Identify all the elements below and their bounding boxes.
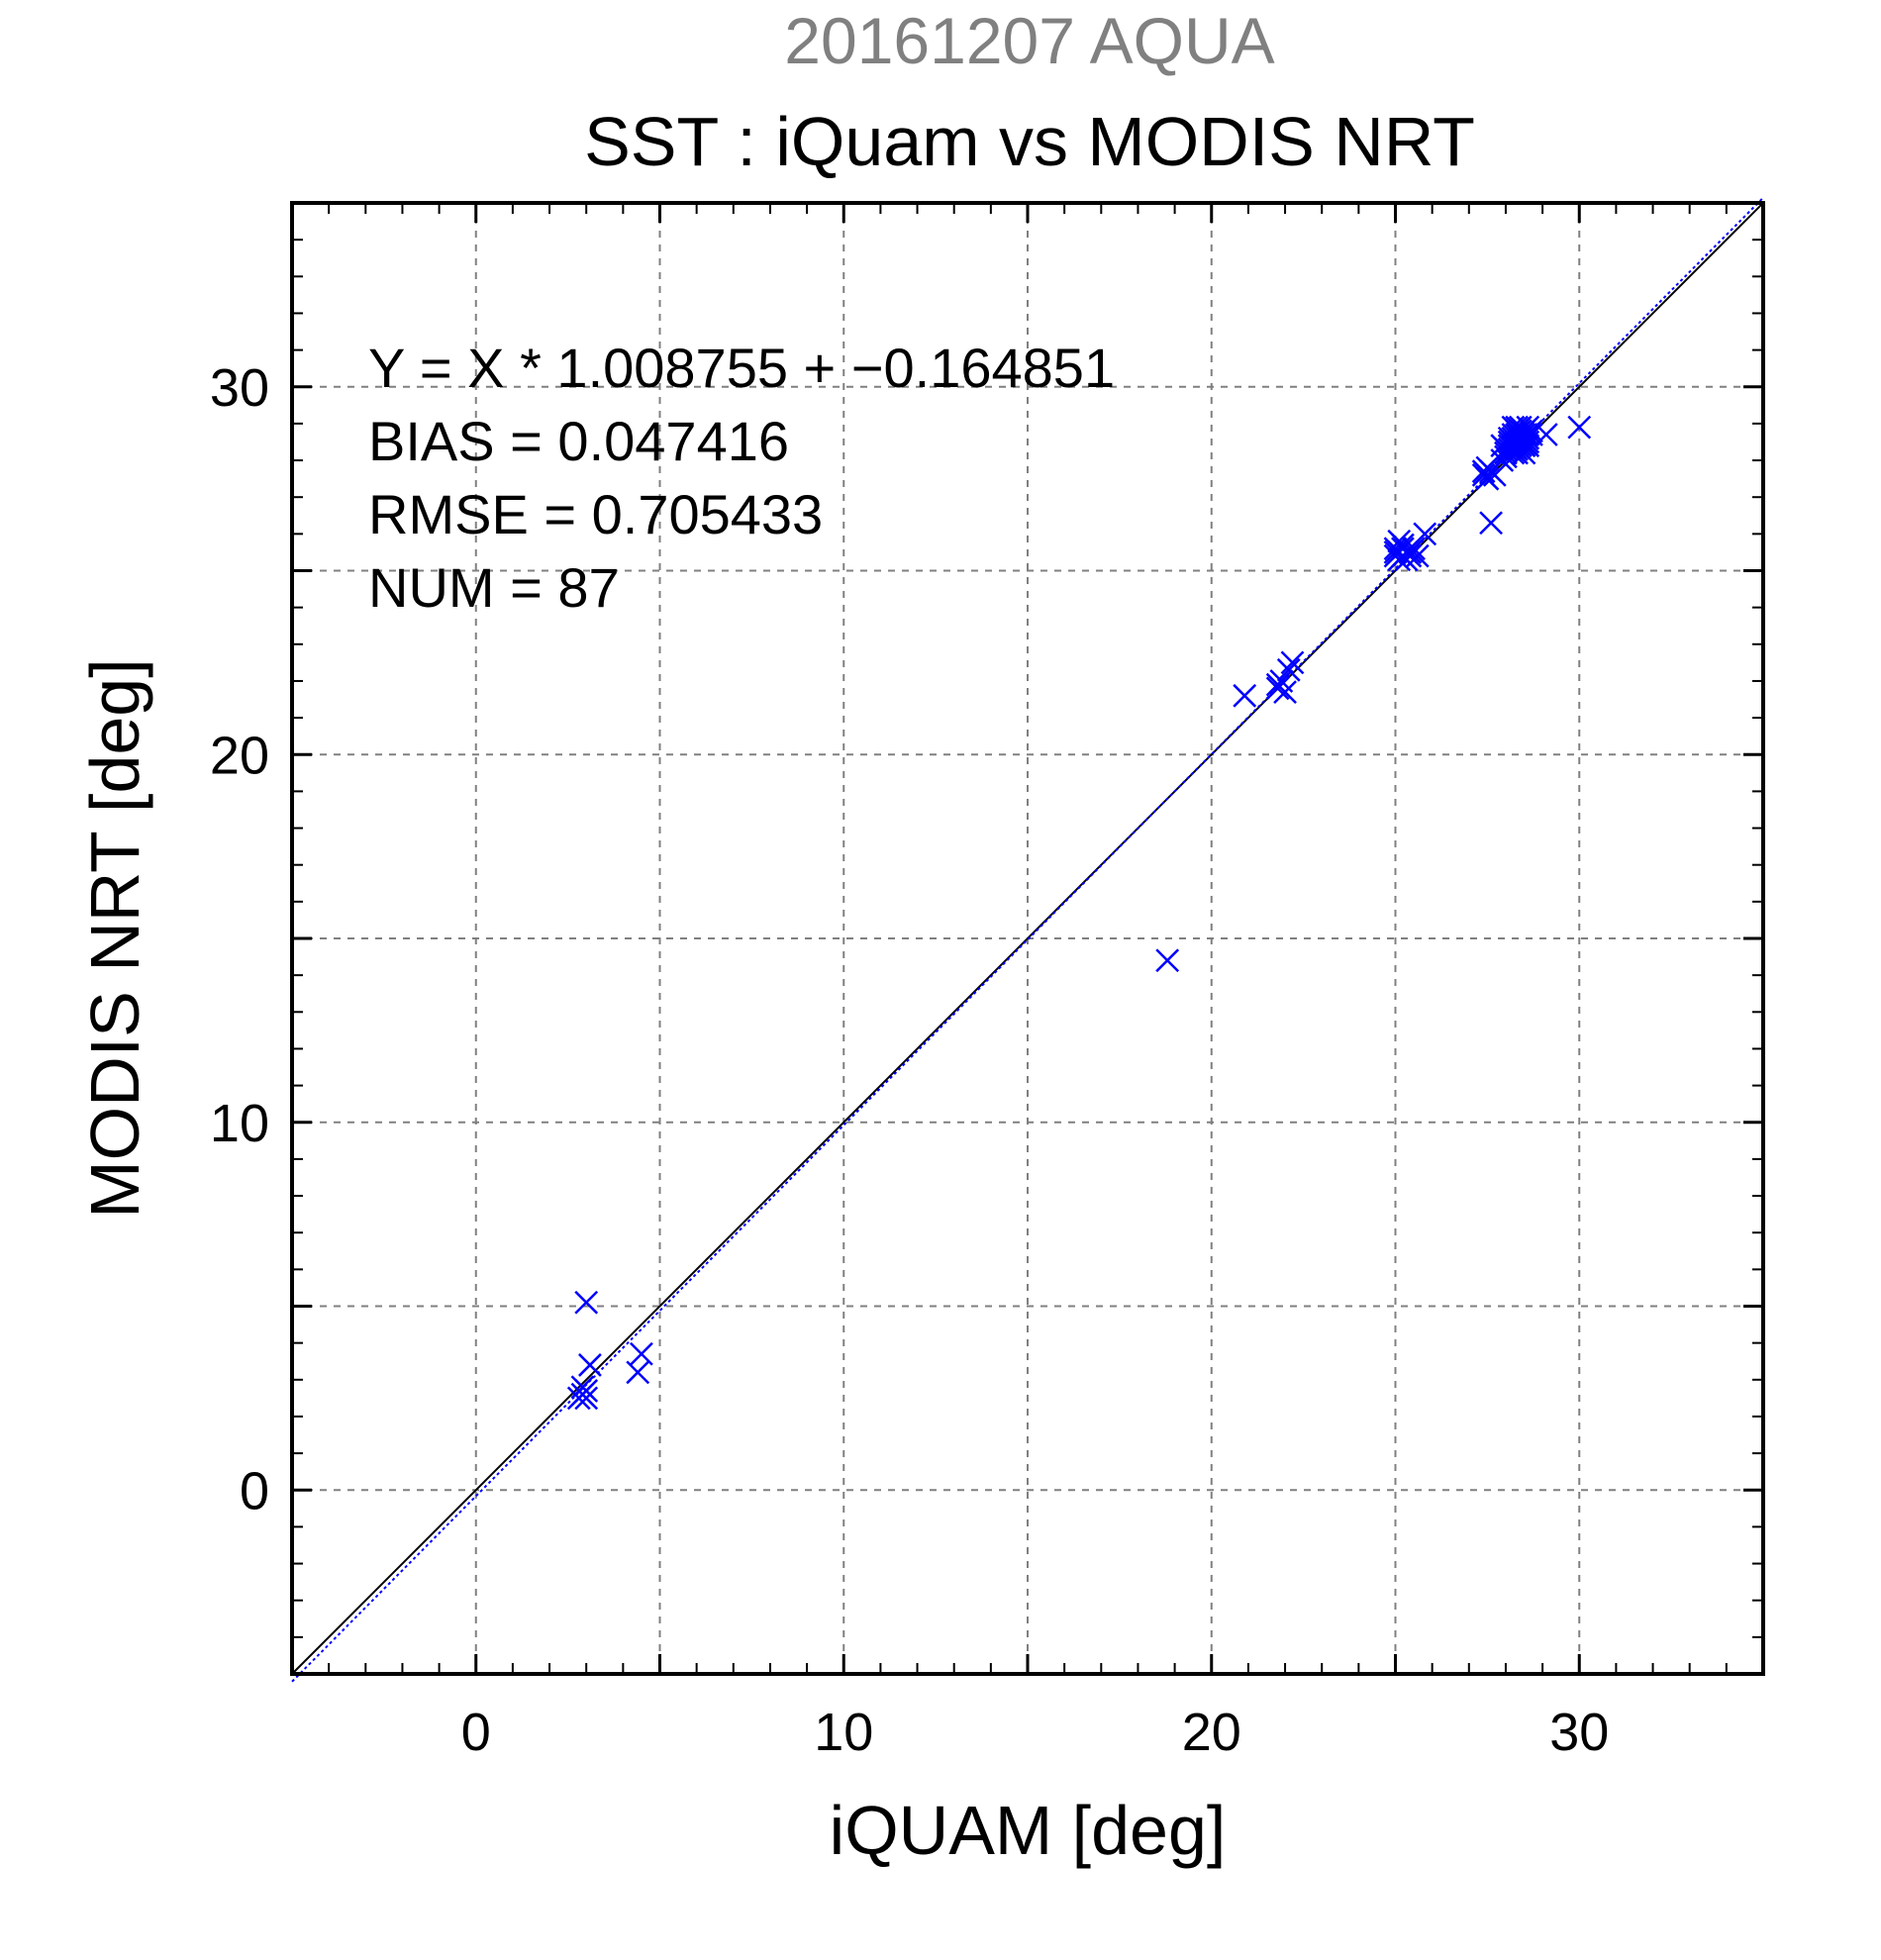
- data-point: [1508, 434, 1533, 458]
- data-point-stroke: [1383, 537, 1408, 561]
- data-point: [1405, 543, 1430, 568]
- data-points: [566, 415, 1592, 1411]
- chart-supertitle: 20161207 AQUA: [784, 4, 1274, 77]
- stats-annotation: BIAS = 0.047416: [368, 410, 789, 472]
- stats-annotation: RMSE = 0.705433: [368, 483, 823, 545]
- data-point-stroke: [626, 1360, 650, 1385]
- y-axis-label: MODIS NRT [deg]: [76, 658, 153, 1218]
- data-point-stroke: [1273, 680, 1297, 704]
- data-point-stroke: [1505, 415, 1529, 440]
- data-point: [1155, 948, 1180, 973]
- data-point-stroke: [1505, 441, 1529, 465]
- data-point-stroke: [1276, 657, 1301, 682]
- data-point-stroke: [570, 1375, 595, 1400]
- data-point-stroke: [1413, 522, 1437, 546]
- stats-annotation: NUM = 87: [368, 556, 620, 619]
- data-point: [1505, 415, 1529, 440]
- data-point: [578, 1353, 602, 1377]
- stats-annotations: Y = X * 1.008755 + −0.164851 BIAS = 0.047…: [368, 337, 1115, 619]
- data-point-stroke: [578, 1353, 602, 1377]
- data-point: [1479, 511, 1503, 536]
- x-tick-labels: 0 10 20 30: [461, 1703, 1610, 1762]
- chart-title: SST : iQuam vs MODIS NRT: [584, 103, 1475, 180]
- data-point: [1567, 415, 1592, 440]
- data-point-stroke: [1280, 650, 1305, 675]
- data-point-stroke: [1398, 543, 1423, 568]
- data-point: [1475, 466, 1500, 491]
- x-tick-label: 20: [1182, 1703, 1241, 1762]
- data-point-stroke: [1482, 463, 1507, 487]
- data-point-stroke: [1155, 948, 1180, 973]
- data-point-stroke: [1265, 676, 1290, 701]
- x-tick-label: 10: [814, 1703, 873, 1762]
- data-point: [1276, 657, 1301, 682]
- data-point: [630, 1341, 653, 1366]
- plot-area: 0 10 20 30 0 10 20 30 Y = X * 1.008755 + −0.16…: [210, 197, 1765, 1762]
- data-point: [1413, 522, 1437, 546]
- data-point-stroke: [1567, 415, 1592, 440]
- data-point-stroke: [1479, 511, 1503, 536]
- data-point-stroke: [1233, 683, 1257, 708]
- data-point-stroke: [1269, 669, 1294, 693]
- data-point: [626, 1360, 650, 1385]
- data-point-stroke: [1402, 537, 1426, 561]
- data-point: [1398, 543, 1423, 568]
- data-point-stroke: [1405, 543, 1430, 568]
- y-tick-label: 30: [210, 358, 269, 418]
- data-point: [570, 1375, 595, 1400]
- y-tick-label: 20: [210, 726, 269, 785]
- y-tick-labels: 0 10 20 30: [210, 358, 269, 1521]
- data-point: [574, 1290, 599, 1315]
- y-tick-label: 0: [240, 1461, 269, 1520]
- data-point: [1534, 423, 1558, 446]
- data-point: [1273, 680, 1297, 704]
- y-tick-label: 10: [210, 1094, 269, 1153]
- x-tick-label: 0: [461, 1703, 491, 1762]
- data-point-stroke: [1508, 434, 1533, 458]
- data-point: [1383, 540, 1408, 564]
- data-point: [1490, 434, 1515, 458]
- data-point: [1265, 676, 1290, 701]
- data-point: [1471, 459, 1496, 484]
- plot-frame: [290, 201, 1765, 1676]
- data-point: [1505, 441, 1529, 465]
- x-tick-label: 30: [1549, 1703, 1609, 1762]
- data-point-stroke: [630, 1341, 653, 1366]
- data-point: [1280, 650, 1305, 675]
- data-point-stroke: [574, 1386, 599, 1411]
- data-point-stroke: [574, 1290, 599, 1315]
- data-point-stroke: [1534, 423, 1558, 446]
- data-point-stroke: [1383, 540, 1408, 564]
- data-point: [1233, 683, 1257, 708]
- data-point-stroke: [1490, 434, 1515, 458]
- x-axis-label: iQUAM [deg]: [830, 1792, 1227, 1869]
- data-point-stroke: [1475, 466, 1500, 491]
- data-point-stroke: [1471, 459, 1496, 484]
- stats-annotation: Y = X * 1.008755 + −0.164851: [368, 337, 1115, 399]
